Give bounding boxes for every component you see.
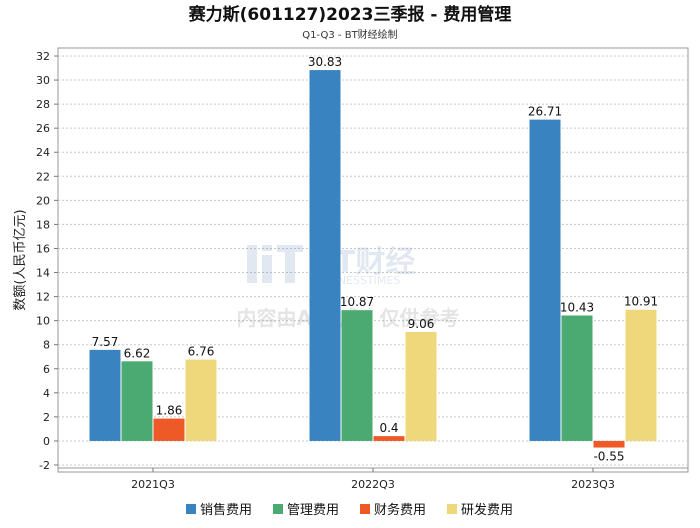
x-axis: 2021Q3 2022Q3 2023Q3 [131, 468, 615, 491]
legend-swatch [447, 504, 457, 514]
bar-财务费用-2021Q3 [153, 418, 185, 441]
data-label: 26.71 [528, 105, 562, 119]
y-tick-label: 6 [43, 363, 50, 376]
legend: 销售费用 管理费用 财务费用 研发费用 [186, 502, 513, 518]
data-label: 1.86 [156, 404, 183, 418]
legend-swatch [360, 504, 370, 514]
legend-label: 销售费用 [200, 502, 252, 518]
bar-管理费用-2021Q3 [121, 361, 153, 441]
y-tick-label: 4 [43, 387, 50, 400]
data-label: 10.91 [624, 295, 658, 309]
y-tick-label: 20 [36, 194, 50, 207]
data-label: 10.43 [560, 300, 594, 314]
legend-label: 财务费用 [374, 502, 426, 518]
y-tick-label: 0 [43, 435, 50, 448]
bar-财务费用-2022Q3 [373, 436, 405, 441]
legend-swatch [273, 504, 283, 514]
bar-管理费用-2022Q3 [341, 310, 373, 441]
y-tick-label: 26 [36, 122, 50, 135]
bar-研发费用-2022Q3 [405, 331, 437, 441]
data-label: 30.83 [308, 55, 342, 69]
y-tick-label: 8 [43, 339, 50, 352]
x-tick-label: 2023Q3 [571, 478, 615, 491]
data-labels: 7.57 6.62 1.86 6.76 30.83 10.87 0.4 9.06 26.71 10… [92, 55, 659, 463]
data-label: 6.62 [124, 346, 151, 360]
bar-研发费用-2023Q3 [625, 309, 657, 441]
bar-销售费用-2022Q3 [309, 70, 341, 441]
bar-管理费用-2023Q3 [561, 315, 593, 441]
y-tick-label: 30 [36, 74, 50, 87]
y-tick-label: 22 [36, 170, 50, 183]
y-axis-label: 数额(人民币亿元) [13, 209, 28, 310]
y-tick-label: 12 [36, 291, 50, 304]
y-tick-label: 16 [36, 242, 50, 255]
y-tick-label: 32 [36, 50, 50, 63]
x-tick-label: 2021Q3 [131, 478, 175, 491]
data-label: 9.06 [408, 317, 435, 331]
legend-label: 管理费用 [287, 503, 339, 518]
y-tick-label: 2 [43, 411, 50, 424]
data-label: 10.87 [340, 295, 374, 309]
bar-销售费用-2023Q3 [529, 119, 561, 441]
y-tick-label: 14 [36, 267, 50, 280]
data-label: 7.57 [92, 335, 119, 349]
x-tick-label: 2022Q3 [351, 478, 395, 491]
bar-研发费用-2021Q3 [185, 359, 217, 441]
bar-财务费用-2023Q3 [593, 440, 625, 448]
legend-label: 研发费用 [461, 502, 513, 518]
data-label: 0.4 [379, 421, 398, 435]
chart-subtitle: Q1-Q3 - BT财经绘制 [302, 28, 397, 41]
legend-swatch [186, 504, 196, 514]
y-tick-label: 28 [36, 98, 50, 111]
y-tick-label: 10 [36, 315, 50, 328]
watermark-logo-icon [247, 245, 303, 283]
data-label: -0.55 [593, 450, 624, 464]
bar-销售费用-2021Q3 [89, 349, 121, 441]
y-tick-label: 18 [36, 218, 50, 231]
bars [89, 70, 657, 448]
y-tick-label: -2 [39, 459, 50, 472]
data-label: 6.76 [188, 345, 215, 359]
y-tick-label: 24 [36, 146, 50, 159]
chart-title: 赛力斯(601127)2023三季报 - 费用管理 [188, 4, 512, 25]
